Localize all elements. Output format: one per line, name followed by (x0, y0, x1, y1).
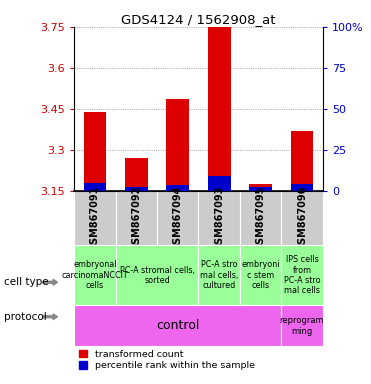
Bar (290, 184, 313, 191)
Bar (281, 191, 323, 245)
Bar (249, 187, 272, 191)
Text: PC-A stromal cells,
sorted: PC-A stromal cells, sorted (119, 266, 194, 285)
Bar (74, 305, 281, 346)
Bar (125, 187, 148, 191)
Title: GDS4124 / 1562908_at: GDS4124 / 1562908_at (121, 13, 276, 26)
Bar (240, 245, 281, 305)
Text: cell type: cell type (4, 277, 48, 287)
Text: reprogram
ming: reprogram ming (280, 316, 324, 336)
Bar (157, 191, 198, 245)
Bar (125, 158, 148, 191)
Bar (83, 183, 106, 191)
Text: GSM867095: GSM867095 (256, 185, 266, 251)
Text: GSM867093: GSM867093 (214, 185, 224, 251)
Bar (208, 27, 231, 191)
Text: GSM867096: GSM867096 (297, 185, 307, 251)
Bar (281, 305, 323, 346)
Text: IPS cells
from
PC-A stro
mal cells: IPS cells from PC-A stro mal cells (284, 255, 321, 295)
Bar (74, 245, 116, 305)
Bar (249, 184, 272, 191)
Bar (166, 99, 189, 191)
Legend: transformed count, percentile rank within the sample: transformed count, percentile rank withi… (79, 349, 255, 370)
Text: protocol: protocol (4, 312, 46, 322)
Text: GSM867092: GSM867092 (131, 185, 141, 251)
Bar (198, 245, 240, 305)
Bar (198, 191, 240, 245)
Bar (116, 191, 157, 245)
Bar (208, 175, 231, 191)
Text: control: control (156, 319, 200, 332)
Bar (74, 191, 116, 245)
Bar (166, 185, 189, 191)
Bar (290, 131, 313, 191)
Bar (281, 245, 323, 305)
Bar (83, 111, 106, 191)
Text: GSM867094: GSM867094 (173, 185, 183, 251)
Bar (116, 245, 198, 305)
Bar (240, 191, 281, 245)
Text: embryoni
c stem
cells: embryoni c stem cells (242, 260, 280, 290)
Text: embryonal
carcinomaNCCIT
cells: embryonal carcinomaNCCIT cells (62, 260, 128, 290)
Text: GSM867091: GSM867091 (90, 185, 100, 251)
Text: PC-A stro
mal cells,
cultured: PC-A stro mal cells, cultured (200, 260, 238, 290)
